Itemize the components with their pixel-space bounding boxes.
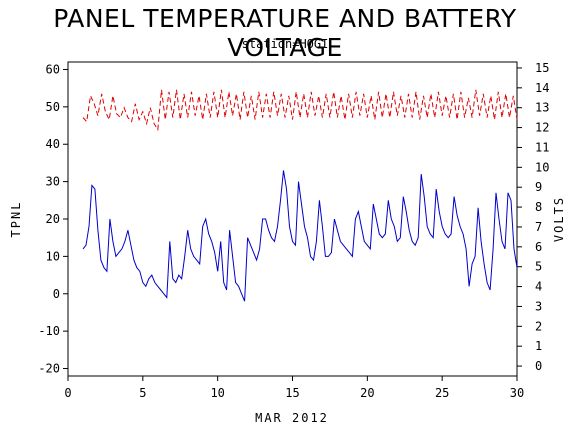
y-left-tick-label: -10: [38, 324, 60, 338]
x-tick-label: 5: [139, 386, 146, 400]
y-right-tick: 11: [517, 140, 549, 154]
y-right-tick-label: 4: [535, 280, 542, 294]
y-right-tick: 5: [517, 260, 542, 274]
y-axis-right-label: VOLTS: [552, 196, 566, 242]
y-right-tick-label: 1: [535, 339, 542, 353]
y-left-tick: 30: [46, 175, 68, 189]
y-right-tick: 4: [517, 280, 542, 294]
y-left-tick: 20: [46, 212, 68, 226]
x-tick-label: 10: [210, 386, 224, 400]
y-right-tick: 1: [517, 339, 542, 353]
x-tick: 30: [510, 376, 524, 400]
y-right-tick: 0: [517, 359, 542, 373]
y-right-tick-label: 6: [535, 240, 542, 254]
y-left-tick-label: 20: [46, 212, 60, 226]
x-tick-label: 15: [285, 386, 299, 400]
x-tick: 15: [285, 376, 300, 400]
y-right-tick: 15: [517, 61, 549, 75]
y-right-tick-label: 3: [535, 299, 542, 313]
x-tick-label: 0: [64, 386, 71, 400]
x-tick: 0: [64, 376, 72, 400]
y-right-tick-label: 15: [535, 61, 549, 75]
y-left-tick-label: 30: [46, 175, 60, 189]
y-right-tick-label: 12: [535, 121, 549, 135]
y-left-tick: 40: [46, 137, 68, 151]
y-right-tick: 9: [517, 180, 542, 194]
x-tick: 5: [139, 376, 146, 400]
y-left-tick-label: 40: [46, 137, 60, 151]
y-left-tick-label: 10: [46, 249, 60, 263]
series-group: [82, 89, 518, 302]
battery-voltage-line: [82, 89, 518, 132]
y-right-tick-label: 0: [535, 359, 542, 373]
y-right-tick: 2: [517, 319, 542, 333]
y-left-tick-label: 50: [46, 100, 60, 114]
x-tick-label: 20: [360, 386, 374, 400]
x-tick-label: 30: [510, 386, 524, 400]
x-tick: 25: [435, 376, 449, 400]
y-left-tick: 60: [46, 62, 68, 76]
y-right-tick-label: 10: [535, 160, 549, 174]
y-right-tick-label: 8: [535, 200, 542, 214]
y-left-tick-label: 60: [46, 62, 60, 76]
x-axis: 0 5 10 15 20 25 30: [64, 376, 524, 400]
y-left-tick: 0: [53, 287, 68, 301]
y-right-tick: 7: [517, 220, 542, 234]
y-right-tick-label: 11: [535, 140, 549, 154]
y-left-tick: 10: [46, 249, 68, 263]
y-right-tick: 8: [517, 200, 542, 214]
y-right-tick-label: 5: [535, 260, 542, 274]
y-left-tick: 50: [46, 100, 68, 114]
x-axis-label: MAR 2012: [255, 411, 329, 425]
y-right-tick: 12: [517, 121, 549, 135]
y-right-tick-label: 9: [535, 180, 542, 194]
plot-frame: [67, 61, 518, 377]
y-right-tick-label: 13: [535, 101, 549, 115]
x-tick: 20: [360, 376, 375, 400]
y-right-tick-label: 2: [535, 319, 542, 333]
chart-subtitle: station=HOGI: [241, 37, 329, 51]
panel-temperature-line: [82, 170, 518, 302]
y-right-tick: 14: [517, 81, 549, 95]
y-axis-left-label: TPNL: [9, 201, 23, 238]
y-right-tick: 3: [517, 299, 542, 313]
y-right-tick: 10: [517, 160, 549, 174]
y-right-tick-label: 7: [535, 220, 542, 234]
chart-title: PANEL TEMPERATURE AND BATTERY VOLTAGE: [53, 4, 517, 62]
x-tick-label: 25: [435, 386, 449, 400]
y-axis-left: -20 -10 0 10 20 30 40 50 60: [38, 62, 68, 376]
y-left-tick-label: 0: [53, 287, 60, 301]
y-left-tick-label: -20: [38, 362, 60, 376]
y-right-tick: 13: [517, 101, 549, 115]
x-tick: 10: [210, 376, 225, 400]
y-right-tick: 6: [517, 240, 542, 254]
y-left-tick: -10: [38, 324, 68, 338]
y-right-tick-label: 14: [535, 81, 549, 95]
y-left-tick: -20: [38, 362, 68, 376]
